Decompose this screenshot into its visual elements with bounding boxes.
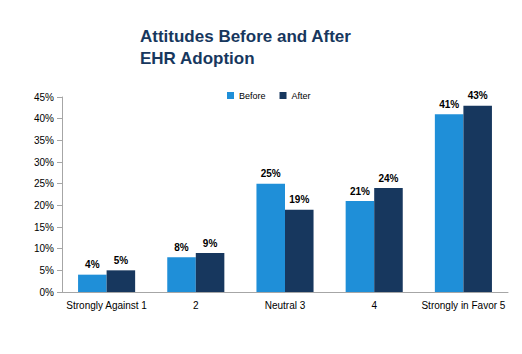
- svg-text:After: After: [292, 91, 311, 101]
- svg-text:10%: 10%: [34, 243, 54, 254]
- svg-text:25%: 25%: [261, 168, 281, 179]
- svg-text:4%: 4%: [85, 259, 100, 270]
- svg-text:Before: Before: [239, 91, 266, 101]
- svg-text:30%: 30%: [34, 157, 54, 168]
- svg-text:43%: 43%: [468, 90, 488, 101]
- svg-text:Attitudes Before and After: Attitudes Before and After: [140, 27, 351, 46]
- svg-text:4: 4: [371, 300, 377, 311]
- svg-text:40%: 40%: [34, 113, 54, 124]
- svg-text:25%: 25%: [34, 178, 54, 189]
- svg-text:24%: 24%: [378, 173, 398, 184]
- svg-text:5%: 5%: [114, 255, 129, 266]
- svg-text:Neutral 3: Neutral 3: [265, 300, 306, 311]
- svg-text:2: 2: [193, 300, 199, 311]
- svg-text:35%: 35%: [34, 135, 54, 146]
- svg-text:19%: 19%: [289, 194, 309, 205]
- svg-text:8%: 8%: [174, 242, 189, 253]
- svg-text:5%: 5%: [40, 265, 55, 276]
- svg-text:20%: 20%: [34, 200, 54, 211]
- svg-text:41%: 41%: [439, 99, 459, 110]
- svg-text:0%: 0%: [40, 287, 55, 298]
- svg-text:Strongly in Favor 5: Strongly in Favor 5: [421, 300, 505, 311]
- svg-text:Strongly Against 1: Strongly Against 1: [66, 300, 147, 311]
- svg-text:45%: 45%: [34, 92, 54, 103]
- svg-text:15%: 15%: [34, 222, 54, 233]
- svg-text:EHR Adoption: EHR Adoption: [140, 49, 255, 68]
- svg-text:9%: 9%: [203, 238, 218, 249]
- svg-text:21%: 21%: [350, 186, 370, 197]
